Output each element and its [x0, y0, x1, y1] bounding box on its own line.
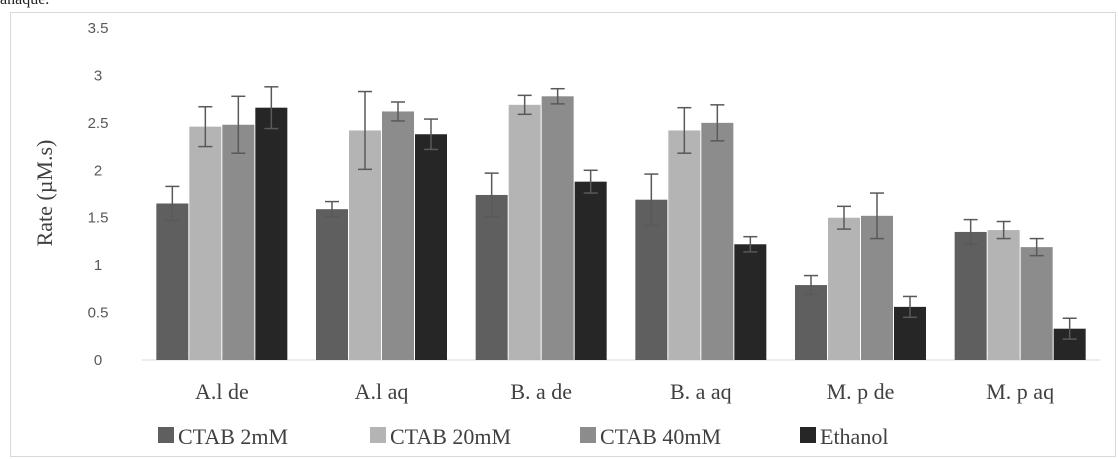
legend-swatch	[158, 427, 174, 443]
x-tick-label: B. a aq	[670, 379, 732, 404]
x-tick-label: A.l aq	[355, 379, 409, 404]
y-tick-label: 1.5	[88, 210, 109, 227]
legend-label: CTAB 40mM	[600, 424, 721, 449]
x-tick-label: M. p aq	[986, 379, 1054, 404]
x-tick-label: A.l de	[195, 379, 249, 404]
legend-swatch	[800, 427, 816, 443]
bar	[574, 181, 607, 360]
legend-label: CTAB 20mM	[390, 424, 511, 449]
bar	[635, 199, 668, 360]
y-axis-ticks: 0 0.5 1 1.5 2 2.5 3 3.5	[88, 20, 109, 369]
bar	[795, 285, 827, 360]
bar	[861, 215, 893, 360]
bar	[828, 217, 860, 360]
bar	[316, 209, 348, 360]
legend-swatch	[580, 427, 596, 443]
x-axis-ticks: A.l de A.l aq B. a de B. a aq M. p de M. p aq	[195, 379, 1054, 404]
y-tick-label: 2	[94, 162, 102, 179]
legend-label: CTAB 2mM	[178, 424, 288, 449]
bar	[255, 107, 288, 361]
bar	[541, 96, 574, 360]
bar	[668, 130, 701, 360]
bar	[415, 134, 447, 360]
legend-label: Ethanol	[820, 424, 888, 449]
y-tick-label: 3.5	[88, 20, 109, 37]
legend-swatch	[370, 427, 386, 443]
chart-frame	[10, 12, 1116, 457]
bar	[1020, 247, 1053, 360]
bar	[701, 122, 734, 360]
y-axis-label: Rate (µM.s)	[32, 140, 57, 247]
y-tick-label: 3	[94, 67, 102, 84]
legend: CTAB 2mM CTAB 20mM CTAB 40mM Ethanol	[158, 424, 888, 449]
bar	[734, 244, 767, 360]
bar	[954, 231, 987, 360]
error-bars-group	[165, 86, 1077, 340]
bar	[508, 104, 541, 360]
y-tick-label: 1	[94, 257, 102, 274]
x-tick-label: M. p de	[827, 379, 895, 404]
bar	[382, 111, 414, 360]
y-tick-label: 0	[94, 352, 102, 369]
bar	[987, 230, 1020, 360]
bar	[156, 203, 189, 360]
bar	[189, 126, 222, 360]
y-tick-label: 2.5	[88, 115, 109, 132]
x-tick-label: B. a de	[510, 379, 572, 404]
bar	[475, 194, 508, 360]
bar	[222, 124, 255, 360]
y-tick-label: 0.5	[88, 305, 109, 322]
bars-group	[156, 96, 1086, 361]
caption-fragment: anaque.	[0, 0, 49, 9]
